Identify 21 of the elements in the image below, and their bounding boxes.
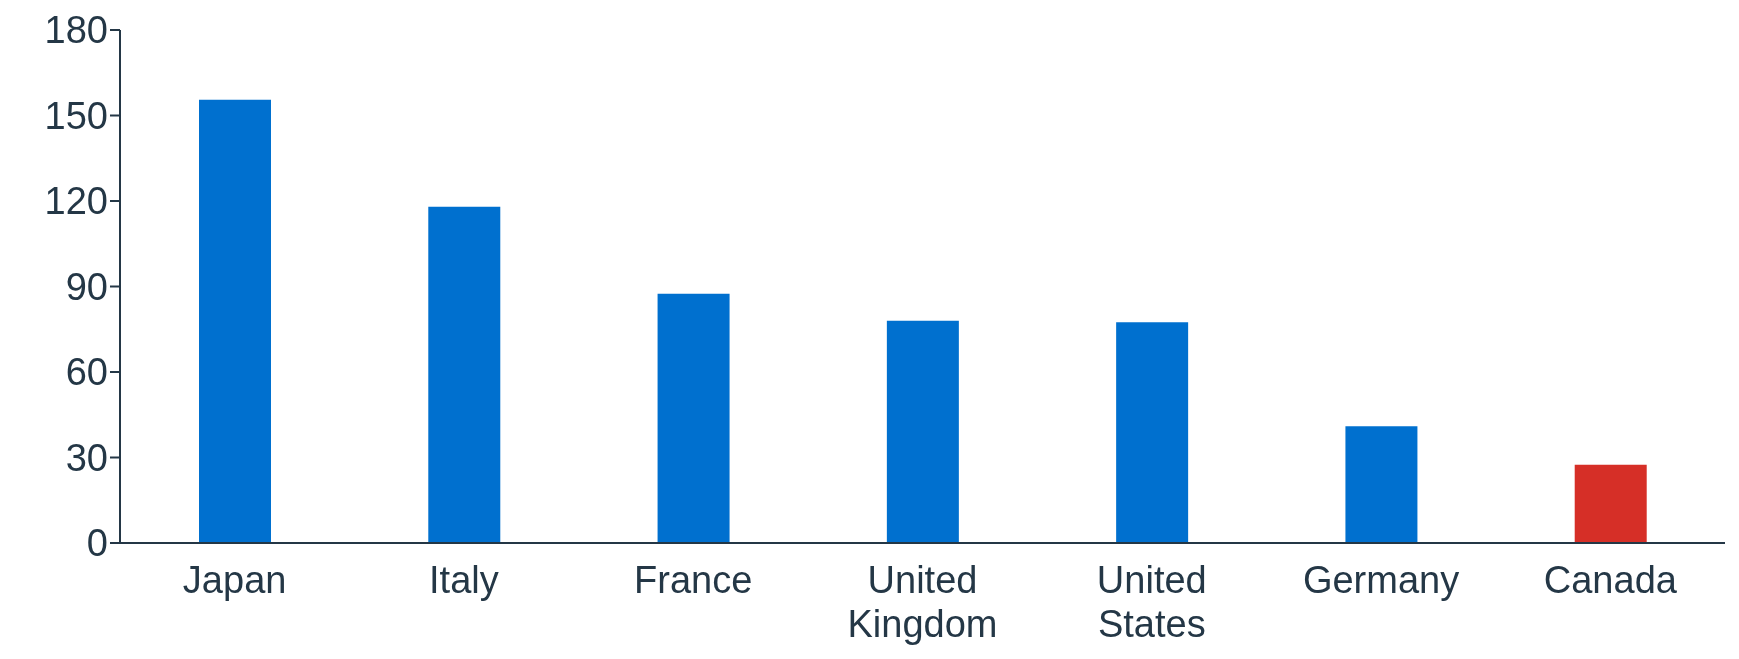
bar bbox=[1116, 322, 1189, 543]
bar bbox=[428, 206, 501, 543]
y-tick-label: 90 bbox=[65, 265, 108, 308]
bar bbox=[1574, 464, 1647, 543]
y-tick-label: 180 bbox=[44, 9, 108, 52]
y-tick-label: 0 bbox=[86, 522, 108, 565]
x-tick-label: Italy bbox=[429, 559, 499, 601]
y-tick-label: 150 bbox=[44, 94, 108, 137]
y-tick-label: 60 bbox=[65, 351, 108, 394]
x-tick-label: United States bbox=[1096, 559, 1207, 645]
y-tick-label: 120 bbox=[44, 180, 108, 223]
y-tick-label: 30 bbox=[65, 436, 108, 479]
bar bbox=[1345, 426, 1418, 543]
bar bbox=[657, 293, 730, 543]
x-tick-label: Japan bbox=[182, 559, 287, 601]
x-tick-label: Germany bbox=[1302, 559, 1460, 601]
x-tick-label: France bbox=[634, 559, 753, 601]
x-tick-label: Canada bbox=[1543, 559, 1678, 601]
bar bbox=[199, 99, 271, 543]
bar bbox=[886, 320, 959, 543]
x-tick-label: United Kingdom bbox=[847, 559, 998, 645]
